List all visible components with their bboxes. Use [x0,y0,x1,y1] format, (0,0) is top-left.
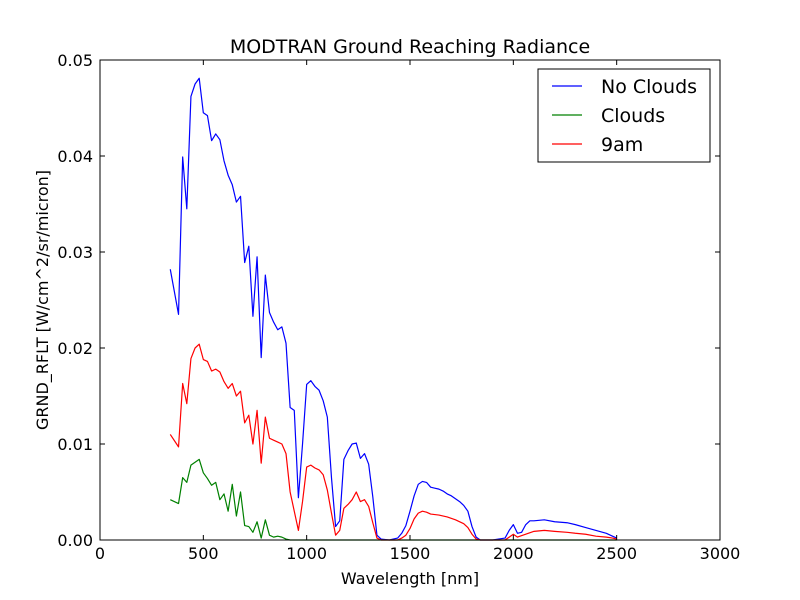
y-tick-label: 0.02 [57,339,93,358]
y-tick-label: 0.01 [57,435,93,454]
legend-label: Clouds [601,105,665,127]
x-tick-label: 3000 [700,544,741,563]
x-tick-label: 1500 [390,544,431,563]
x-tick-label: 1000 [286,544,327,563]
legend-label: No Clouds [601,76,697,98]
series-line-no-clouds [169,77,617,541]
chart-title: MODTRAN Ground Reaching Radiance [230,36,590,58]
series-line-clouds [170,458,617,541]
x-tick-label: 0 [95,544,105,563]
plot-border [99,59,721,541]
axis-ticks: 0 500 1000 1500 2000 2500 3000 0.00 0.01 0.02 0.03… [57,51,740,563]
y-tick-label: 0.05 [57,51,93,70]
x-axis-label: Wavelength [nm] [341,569,479,588]
x-tick-label: 2500 [596,544,637,563]
series-line-9am [169,343,617,541]
y-tick-label: 0.04 [57,147,93,166]
legend-entries: No Clouds Clouds 9am [552,76,697,156]
x-tick-label: 2000 [493,544,534,563]
y-tick-label: 0.00 [57,531,93,550]
legend-label: 9am [601,134,643,156]
y-axis-label: GRND_RFLT [W/cm^2/sr/micron] [33,170,53,430]
legend: No Clouds Clouds 9am [537,68,711,163]
series-layer [169,77,617,541]
y-tick-label: 0.03 [57,243,93,262]
x-tick-label: 500 [188,544,219,563]
